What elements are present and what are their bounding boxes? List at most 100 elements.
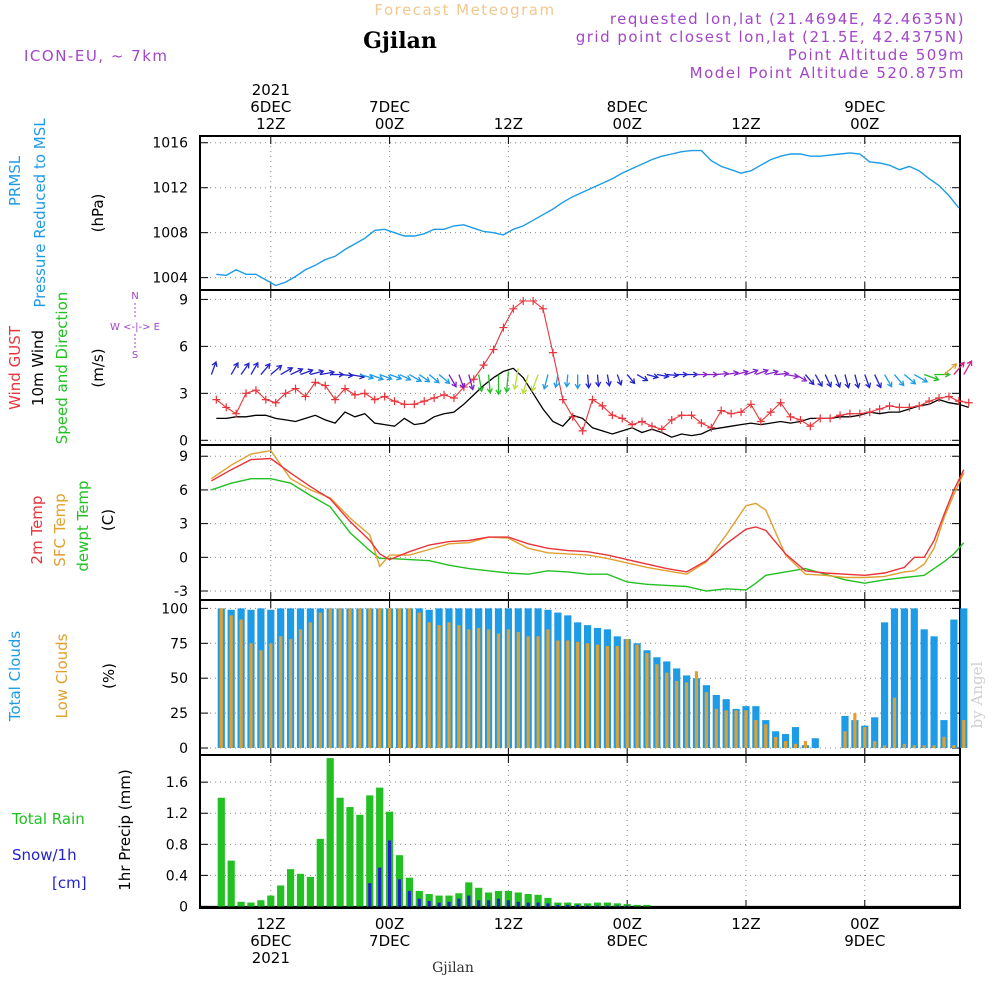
y-label-2m-temp: 2m Temp — [28, 496, 46, 565]
wind-arrow — [522, 374, 529, 394]
wind-arrow-head — [629, 378, 636, 385]
total-cloud-bar — [890, 608, 899, 749]
wind-arrow — [379, 373, 392, 380]
wind-arrow — [864, 374, 871, 388]
snow-bar — [496, 898, 501, 907]
wind-arrow — [596, 374, 600, 387]
wind-arrow-head — [826, 381, 833, 388]
rain-bar — [554, 902, 562, 907]
wind-arrow — [260, 363, 271, 375]
wind-arrow-head — [783, 370, 790, 377]
low-cloud-bar — [595, 644, 600, 749]
time-label-top: 00Z — [375, 115, 404, 133]
wind-arrow-head — [377, 375, 385, 381]
wind-arrow-head — [244, 362, 250, 369]
low-cloud-bar — [447, 622, 451, 749]
gust-marker — [568, 412, 577, 421]
low-cloud-bar — [665, 672, 669, 749]
wind-arrow-head — [276, 364, 283, 371]
total-cloud-bar — [930, 636, 938, 749]
gust-marker — [717, 406, 726, 415]
rain-bar — [544, 897, 552, 907]
snow-bar — [467, 895, 471, 907]
gust-marker — [242, 389, 251, 398]
wind-arrow — [566, 374, 569, 387]
low-cloud-bar — [387, 608, 392, 749]
y-tick-label: 3 — [179, 386, 188, 402]
total-cloud-bar — [950, 619, 958, 749]
gust-marker — [271, 398, 280, 407]
snow-bar — [556, 904, 560, 907]
gust-marker — [588, 395, 597, 404]
wind-arrow — [716, 372, 728, 376]
rain-bar — [346, 807, 354, 907]
wind-arrow — [656, 373, 669, 378]
y-label-unit: (m/s) — [89, 348, 107, 387]
y-label-unit: (%) — [100, 663, 118, 689]
snow-bar — [595, 905, 600, 907]
rain-bar — [643, 904, 651, 907]
meteogram-subtitle: Forecast Meteogram — [374, 1, 555, 19]
low-cloud-bar — [892, 697, 897, 749]
time-label-bottom: 12Z — [731, 915, 760, 933]
rain-bar — [484, 892, 493, 907]
wind-arrow — [543, 374, 549, 390]
low-cloud-bar — [783, 741, 788, 749]
gust-marker — [370, 395, 379, 404]
low-cloud-bar — [229, 615, 233, 749]
low-cloud-bar — [536, 636, 540, 749]
pressure-panel: 1004 1008 1012 1016 PRMSL Pressure Reduced to… — [6, 118, 961, 308]
wind-arrow — [586, 374, 590, 388]
wind-arrow — [240, 363, 250, 375]
clouds-panel: 0 25 50 75 100 Total Clouds Low Clouds (%) — [6, 599, 968, 757]
rain-bar — [267, 895, 275, 907]
y-tick-label: 0 — [179, 550, 188, 566]
wind-arrow — [616, 374, 622, 386]
precipitation-panel: 0 0.4 0.8 1.2 1.6 1hr Precip (mm) Total Rain Sn… — [11, 754, 961, 915]
y-tick-label: 9 — [179, 449, 188, 465]
rain-bar — [475, 887, 483, 907]
time-label-top: 9DEC — [844, 98, 885, 116]
total-cloud-bar — [960, 608, 968, 749]
gust-marker — [281, 389, 290, 398]
wind-arrow — [300, 369, 313, 376]
gust-marker — [915, 401, 924, 410]
watermark: by Angel — [968, 661, 986, 728]
compass-west-east: W <-|-> E — [110, 322, 160, 333]
y-label-low-clouds: Low Clouds — [53, 633, 71, 718]
gust-marker — [816, 414, 825, 423]
wind-arrow-head — [966, 360, 973, 367]
total-cloud-bar — [871, 717, 879, 749]
low-cloud-bar — [368, 608, 372, 749]
rain-bar — [277, 885, 285, 907]
wind-arrow-head — [318, 369, 325, 376]
time-label-bottom: 2021 — [252, 949, 290, 967]
wind-arrow — [428, 374, 440, 384]
gust-marker — [618, 414, 627, 423]
rain-bar — [603, 902, 611, 907]
y-label-precip: 1hr Precip (mm) — [116, 769, 134, 890]
snow-bar — [447, 901, 451, 907]
gust-marker — [350, 390, 359, 399]
wind-arrow — [230, 362, 239, 375]
wind-arrow-head — [574, 383, 581, 390]
total-cloud-bar — [910, 608, 918, 749]
low-cloud-bar — [843, 731, 847, 749]
y-label-unit: (C) — [99, 509, 117, 531]
rain-bar — [366, 795, 374, 907]
low-cloud-bar — [655, 664, 659, 749]
low-cloud-bar — [585, 643, 590, 749]
gust-marker — [578, 426, 587, 435]
time-label-top: 7DEC — [369, 98, 410, 116]
gust-marker — [390, 397, 399, 406]
grid-point-coordinates: grid point closest lon,lat (21.5E, 42.43… — [576, 28, 965, 46]
low-cloud-bar — [477, 627, 481, 749]
wind-arrow-head — [595, 381, 602, 388]
snow-bar — [566, 904, 570, 907]
model-label: ICON-EU, ~ 7km — [24, 47, 169, 65]
rain-bar — [514, 892, 522, 907]
gust-marker — [737, 408, 746, 417]
y-label-prmsl: PRMSL — [6, 155, 24, 206]
snow-bar — [625, 905, 629, 907]
y-tick-label: 1008 — [152, 226, 188, 242]
